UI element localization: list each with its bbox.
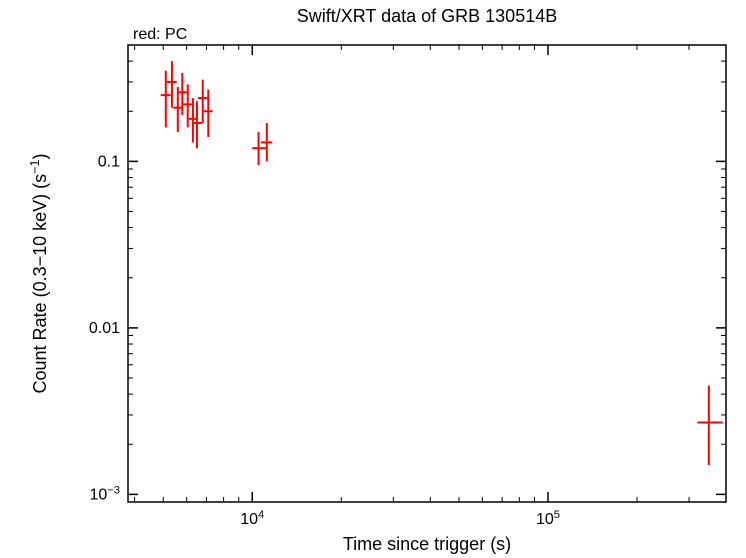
y-tick-label: 0.1 (98, 153, 120, 170)
legend-text: red: PC (133, 26, 187, 43)
y-axis-label: Count Rate (0.3−10 keV) (s−1) (28, 154, 50, 394)
y-tick-label: 0.01 (89, 320, 120, 337)
chart-title: Swift/XRT data of GRB 130514B (297, 6, 557, 26)
x-axis-label: Time since trigger (s) (343, 534, 511, 554)
chart-svg: 10410510−30.010.1Swift/XRT data of GRB 1… (0, 0, 746, 558)
chart-container: 10410510−30.010.1Swift/XRT data of GRB 1… (0, 0, 746, 558)
